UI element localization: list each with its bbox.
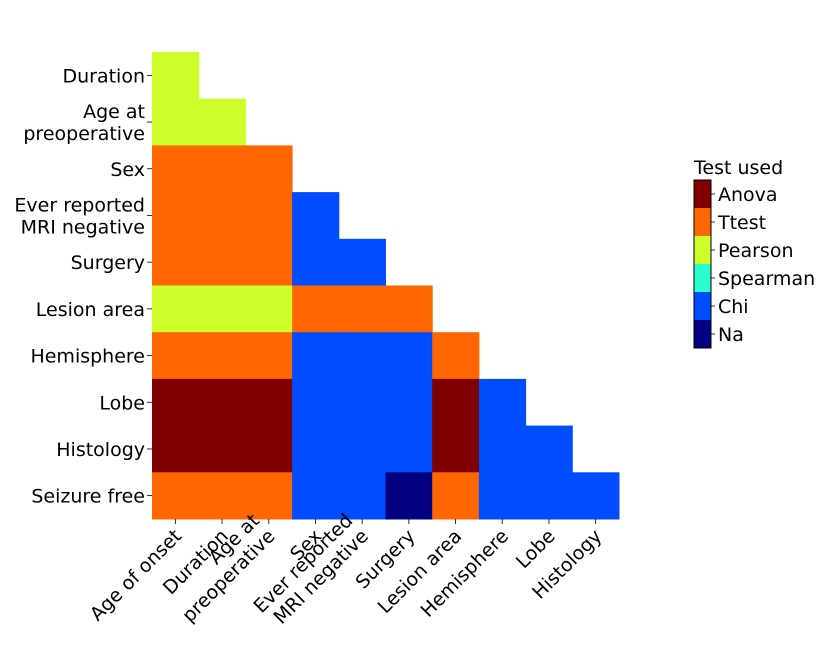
y-label-surgery: Surgery (71, 252, 145, 274)
legend-swatch-na (694, 320, 711, 349)
heatmap-cell (292, 238, 340, 286)
heatmap-cell (385, 378, 433, 427)
legend-label-ttest: Ttest (717, 212, 766, 234)
y-label-lobe: Lobe (99, 392, 145, 414)
heatmap-cell (478, 472, 527, 520)
heatmap-cell (198, 425, 246, 473)
legend-title: Test used (693, 157, 783, 179)
heatmap-cell (478, 425, 527, 473)
heatmap-cell (385, 332, 433, 380)
y-label-histology: Histology (56, 439, 145, 461)
legend-label-chi: Chi (718, 296, 749, 318)
heatmap-cells (152, 52, 620, 520)
heatmap-cell (152, 238, 200, 286)
y-axis: Duration Age at preoperative Sex Ever report… (14, 65, 152, 508)
legend-label-pearson: Pearson (718, 240, 794, 262)
heatmap-cell (245, 145, 293, 193)
legend-colorbar-frame (693, 179, 712, 349)
heatmap-cell (198, 285, 246, 333)
heatmap-cell (338, 285, 386, 333)
heatmap-cell (245, 332, 293, 380)
heatmap-cell (292, 472, 340, 520)
legend-label-na: Na (718, 324, 744, 346)
heatmap-cell (525, 425, 573, 473)
heatmap-cell (152, 332, 200, 380)
heatmap-cell (152, 98, 200, 146)
heatmap-cell (198, 332, 246, 380)
heatmap-cell (245, 192, 293, 240)
y-label-sex: Sex (110, 159, 145, 181)
heatmap-cell (152, 192, 200, 240)
heatmap-cell (245, 472, 293, 520)
heatmap-cell (152, 52, 200, 100)
y-label-duration: Duration (62, 65, 145, 87)
heatmap-cell (152, 285, 200, 333)
heatmap-cell (432, 378, 480, 427)
legend-swatch-anova (694, 180, 711, 209)
heatmap-cell (152, 145, 200, 193)
y-label-seizure-free: Seizure free (31, 486, 145, 508)
y-label-lesion-area: Lesion area (36, 299, 145, 321)
y-label-ever-reported-mri-negative: Ever reported MRI negative (14, 194, 145, 238)
heatmap-cell (292, 192, 340, 240)
heatmap-cell (292, 378, 340, 427)
heatmap-cell (338, 332, 386, 380)
heatmap-cell (198, 145, 246, 193)
heatmap-cell (245, 378, 293, 427)
heatmap-cell (292, 425, 340, 473)
heatmap-cell (198, 98, 246, 146)
legend: Test used Anova Ttest Pearson Spearman Chi Na (693, 157, 815, 349)
legend-swatch-pearson (694, 236, 711, 265)
heatmap-cell (152, 378, 200, 427)
legend-swatch-spearman (694, 264, 711, 293)
heatmap-cell (432, 332, 480, 380)
y-label-age-at-preoperative: Age at preoperative (23, 101, 145, 145)
legend-swatch-chi (694, 292, 711, 321)
heatmap-cell (385, 472, 433, 520)
heatmap-cell (478, 378, 527, 427)
heatmap-cell (292, 285, 340, 333)
heatmap-cell (525, 472, 573, 520)
legend-label-anova: Anova (718, 184, 778, 206)
heatmap-cell (292, 332, 340, 380)
heatmap-cell (152, 472, 200, 520)
heatmap-cell (432, 472, 480, 520)
heatmap-cell (245, 425, 293, 473)
heatmap-cell (198, 378, 246, 427)
heatmap-cell (245, 238, 293, 286)
heatmap-cell (198, 192, 246, 240)
heatmap-cell (338, 472, 386, 520)
heatmap-cell (198, 238, 246, 286)
heatmap-cell (432, 425, 480, 473)
heatmap-cell (338, 425, 386, 473)
heatmap-cell (245, 285, 293, 333)
heatmap-cell (152, 425, 200, 473)
heatmap-cell (338, 238, 386, 286)
legend-label-spearman: Spearman (718, 268, 815, 290)
heatmap-cell (338, 378, 386, 427)
legend-swatch-ttest (694, 208, 711, 237)
heatmap-cell (385, 425, 433, 473)
heatmap-cell (198, 472, 246, 520)
y-label-hemisphere: Hemisphere (30, 346, 145, 368)
heatmap-cell (572, 472, 620, 520)
heatmap-cell (385, 285, 433, 333)
